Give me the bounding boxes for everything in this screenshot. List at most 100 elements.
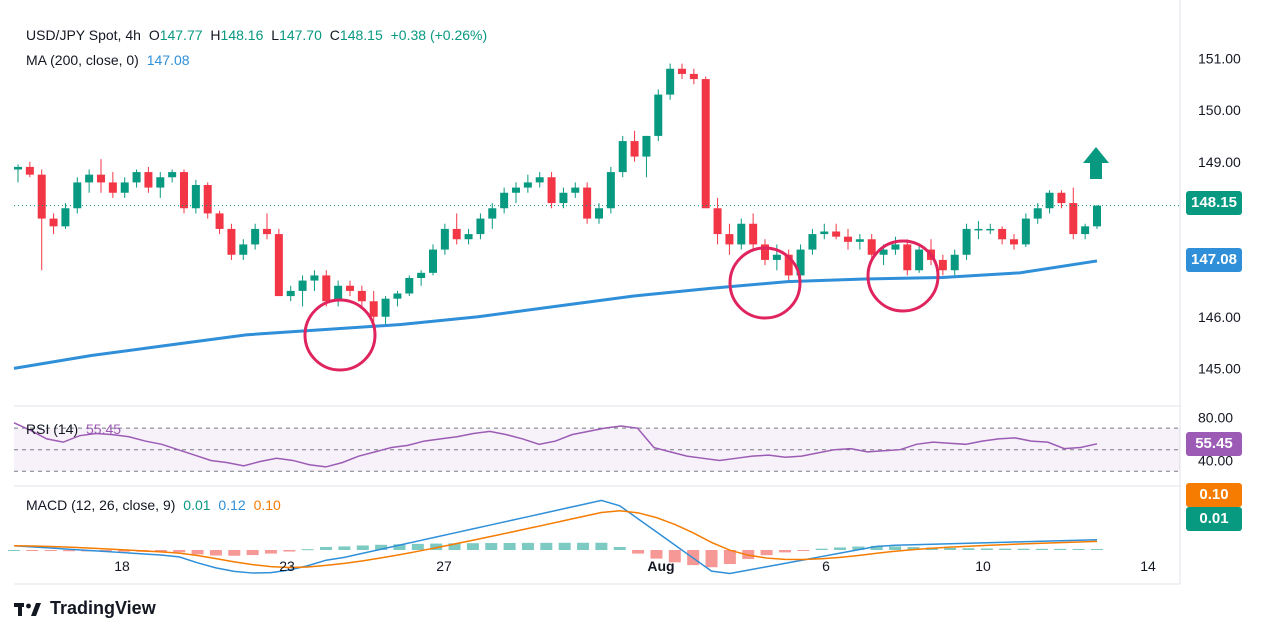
- rsi-label: RSI (14): [26, 421, 79, 437]
- macd-histogram-bar: [154, 550, 167, 552]
- macd-signal-badge: 0.10: [1186, 483, 1242, 507]
- candle-body: [678, 68, 686, 74]
- macd-histogram-bar: [705, 550, 718, 568]
- ma-badge: 147.08: [1186, 248, 1242, 272]
- rsi-pane: [13, 422, 1180, 472]
- macd-histogram-bar: [375, 544, 388, 550]
- macd-histogram-bar: [191, 550, 204, 555]
- macd-histogram-bar: [173, 550, 186, 553]
- candle-body: [618, 141, 627, 173]
- candle-body: [120, 182, 129, 193]
- highlight-circle: [303, 298, 377, 372]
- rsi-legend: RSI (14) 55.45: [26, 421, 125, 437]
- price-tick-label: 146.00: [1198, 309, 1241, 325]
- macd-histogram-bar: [778, 550, 791, 553]
- candle-body: [784, 254, 793, 276]
- macd-histogram-bar: [558, 542, 571, 550]
- candle-body: [832, 231, 841, 237]
- macd-histogram-bar: [613, 546, 626, 550]
- candle-body: [227, 228, 236, 255]
- macd-histogram-bar: [8, 550, 20, 551]
- macd-hist-badge: 0.01: [1186, 507, 1242, 531]
- candle-body: [381, 298, 390, 317]
- ma-value: 147.08: [146, 52, 190, 68]
- candle-body: [1093, 205, 1101, 227]
- candle-body: [512, 187, 520, 193]
- macd-histogram-bar: [466, 543, 479, 550]
- candle-body: [239, 244, 248, 255]
- candle-body: [666, 68, 675, 95]
- low-label: L: [271, 27, 280, 43]
- candle-body: [808, 234, 817, 250]
- candle-body: [820, 231, 829, 235]
- macd-histogram-bar: [209, 550, 222, 556]
- high-label: H: [210, 27, 221, 43]
- symbol-label: USD/JPY Spot, 4h: [26, 27, 141, 43]
- candle-body: [464, 234, 473, 240]
- candle-body: [1033, 208, 1042, 219]
- macd-histogram-bar: [393, 544, 406, 550]
- close-value: 148.15: [339, 27, 383, 43]
- macd-histogram-bar: [595, 542, 608, 550]
- macd-histogram-bar: [26, 550, 39, 551]
- candle-body: [642, 135, 651, 157]
- candle-body: [263, 228, 271, 235]
- macd-histogram-bar: [283, 550, 296, 552]
- candle-body: [998, 228, 1007, 240]
- candle-body: [974, 228, 983, 231]
- close-label: C: [329, 27, 340, 43]
- date-tick-label: 23: [279, 558, 295, 574]
- candle-body: [274, 234, 283, 297]
- candle-body: [891, 244, 900, 250]
- candle-body: [108, 182, 117, 193]
- macd-histogram-bar: [1054, 548, 1067, 550]
- price-tick-label: 150.00: [1198, 102, 1241, 118]
- macd-histogram-bar: [650, 550, 663, 559]
- candle-body: [844, 236, 852, 242]
- candle-body: [571, 187, 580, 193]
- candle-body: [334, 285, 343, 302]
- macd-value: 0.12: [218, 497, 246, 513]
- candle-body: [25, 166, 34, 175]
- high-value: 148.16: [220, 27, 264, 43]
- price-legend: USD/JPY Spot, 4h O147.77 H148.16 L147.70…: [26, 27, 491, 43]
- candle-body: [535, 177, 544, 183]
- macd-histogram-bar: [907, 547, 920, 550]
- macd-histogram-bar: [521, 542, 534, 550]
- candle-body: [1069, 203, 1078, 235]
- macd-histogram-bar: [1091, 548, 1103, 550]
- candle-body: [725, 234, 734, 245]
- macd-histogram-bar: [962, 548, 975, 550]
- candle-body: [903, 244, 912, 271]
- macd-histogram-bar: [338, 546, 351, 550]
- rsi-band: [14, 428, 1180, 472]
- macd-histogram-bar: [448, 543, 461, 550]
- macd-histogram-bar: [723, 550, 736, 564]
- candle-body: [749, 223, 758, 245]
- macd-histogram-bar: [228, 550, 241, 556]
- macd-histogram-bar: [503, 542, 516, 550]
- candle-body: [772, 254, 781, 260]
- candle-body: [346, 285, 354, 291]
- candle-body: [962, 228, 971, 255]
- macd-histogram-bar: [815, 548, 828, 550]
- ma-label: MA (200, close, 0): [26, 52, 139, 68]
- grid: [14, 0, 1181, 585]
- rsi-line: [13, 422, 1098, 468]
- candle-body: [713, 208, 722, 235]
- price-badge: 148.15: [1186, 191, 1242, 215]
- candle-body: [215, 213, 224, 229]
- date-tick-label: 10: [975, 558, 991, 574]
- candle-body: [298, 280, 307, 291]
- macd-histogram-bar: [980, 548, 993, 550]
- ma-200-series: [13, 259, 1098, 370]
- date-tick-label: 18: [114, 558, 130, 574]
- candle-body: [500, 192, 509, 209]
- candle-body: [369, 301, 378, 317]
- macd-label: MACD (12, 26, close, 9): [26, 497, 176, 513]
- candle-body: [286, 290, 295, 297]
- candle-body: [357, 290, 366, 302]
- date-tick-label: Aug: [647, 558, 674, 574]
- macd-histogram-bar: [797, 550, 810, 551]
